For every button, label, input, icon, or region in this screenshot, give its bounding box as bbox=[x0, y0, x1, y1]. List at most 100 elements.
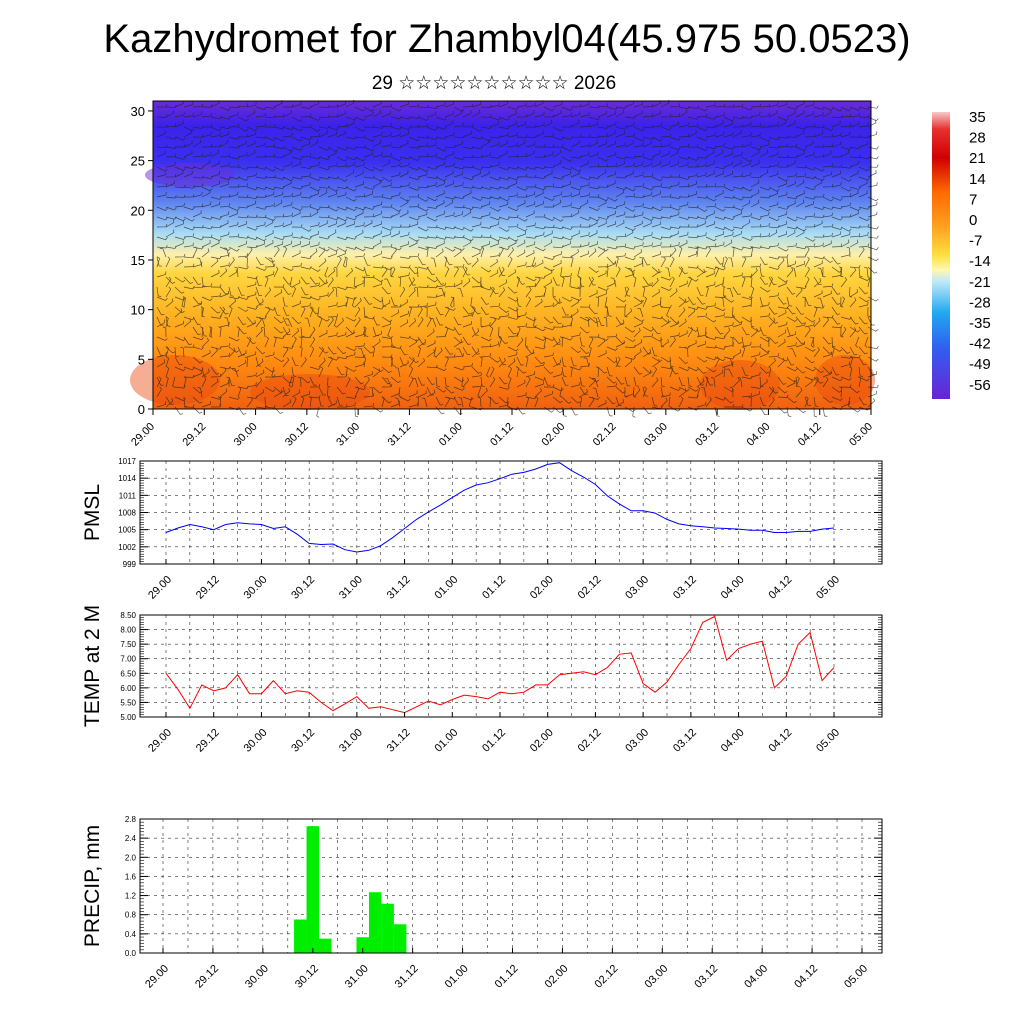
wind-barb bbox=[415, 396, 420, 408]
x-tick-label: 30.00 bbox=[243, 963, 271, 991]
wind-barb bbox=[543, 390, 553, 398]
wind-barb bbox=[246, 336, 256, 345]
wind-barb bbox=[381, 110, 391, 118]
x-tick-label: 29.00 bbox=[143, 963, 171, 991]
wind-barb bbox=[570, 296, 582, 301]
wind-barb bbox=[597, 156, 609, 162]
x-tick-label: 04.00 bbox=[719, 727, 747, 755]
wind-barb bbox=[642, 369, 652, 378]
wind-barb bbox=[300, 226, 312, 232]
wind-barb bbox=[489, 252, 500, 258]
wind-barb bbox=[444, 246, 456, 252]
wind-barb bbox=[226, 376, 230, 388]
wind-barb bbox=[660, 392, 671, 398]
wind-barb bbox=[777, 221, 787, 228]
wind-barb bbox=[237, 326, 247, 335]
wind-barb bbox=[507, 110, 517, 118]
wind-barb bbox=[759, 186, 771, 191]
wind-barb bbox=[687, 376, 693, 387]
wind-barb bbox=[552, 336, 561, 345]
wind-barb bbox=[345, 296, 349, 308]
wind-barb bbox=[750, 149, 760, 158]
wind-barb bbox=[471, 372, 482, 378]
wind-barb bbox=[624, 390, 634, 398]
wind-barb bbox=[561, 156, 573, 162]
wind-barb bbox=[273, 266, 279, 278]
wind-barb bbox=[327, 268, 336, 278]
wind-barb bbox=[309, 276, 319, 285]
wind-barb bbox=[606, 162, 617, 168]
wind-barb bbox=[723, 186, 735, 192]
wind-barb bbox=[714, 206, 726, 212]
wind-barb bbox=[462, 130, 472, 138]
wind-barb bbox=[633, 202, 644, 208]
wind-barb bbox=[433, 346, 437, 358]
wind-barb bbox=[588, 346, 592, 358]
wind-barb bbox=[291, 366, 297, 377]
wind-barb bbox=[471, 246, 483, 251]
wind-barb bbox=[660, 160, 670, 168]
wind-barb bbox=[192, 210, 202, 218]
wind-barb bbox=[255, 186, 267, 190]
wind-barb bbox=[453, 211, 464, 218]
wind-barb bbox=[579, 182, 590, 188]
wind-barb bbox=[183, 374, 195, 378]
wind-barb bbox=[768, 366, 772, 378]
wind-barb bbox=[228, 111, 239, 118]
wind-barb bbox=[299, 346, 303, 358]
wind-barb bbox=[849, 316, 859, 325]
wind-barb bbox=[543, 336, 555, 342]
wind-barb bbox=[255, 166, 267, 170]
wind-barb bbox=[408, 156, 420, 161]
wind-barb bbox=[327, 126, 339, 131]
wind-barb bbox=[559, 386, 563, 398]
wind-barb bbox=[462, 209, 472, 218]
wind-barb bbox=[525, 124, 537, 128]
wind-barb bbox=[597, 316, 605, 326]
wind-barb bbox=[444, 396, 456, 400]
wind-barb bbox=[633, 126, 645, 132]
y-tick-label: 8.50 bbox=[120, 611, 136, 620]
wind-barb bbox=[453, 140, 463, 148]
wind-barb bbox=[777, 116, 789, 121]
wind-barb bbox=[858, 176, 870, 181]
wind-barb bbox=[593, 317, 599, 328]
wind-barb bbox=[237, 205, 249, 209]
wind-barb bbox=[786, 134, 798, 138]
wind-barb bbox=[615, 186, 627, 191]
wind-barb bbox=[309, 190, 319, 198]
wind-barb bbox=[637, 307, 644, 318]
wind-barb bbox=[577, 286, 581, 298]
y-tick-label: 2.4 bbox=[125, 834, 137, 843]
wind-barb bbox=[822, 290, 832, 298]
wind-barb bbox=[795, 316, 805, 325]
wind-barb bbox=[389, 356, 393, 368]
wind-barb bbox=[516, 231, 526, 238]
wind-barb bbox=[399, 310, 409, 318]
wind-barb bbox=[633, 316, 645, 322]
warm-core bbox=[815, 355, 875, 405]
wind-barb bbox=[710, 377, 716, 388]
wind-barb bbox=[651, 251, 661, 258]
wind-barb bbox=[687, 340, 697, 348]
wind-barb bbox=[219, 343, 231, 348]
wind-barb bbox=[696, 206, 708, 212]
wind-barb bbox=[777, 211, 788, 218]
wind-barb bbox=[849, 146, 861, 150]
wind-barb bbox=[395, 367, 401, 378]
colorbar-label: -14 bbox=[969, 253, 991, 270]
x-tick-label: 02.12 bbox=[593, 963, 621, 991]
wind-barb bbox=[741, 276, 746, 288]
wind-barb bbox=[786, 342, 797, 348]
wind-barb bbox=[534, 326, 546, 332]
wind-barb bbox=[318, 204, 330, 209]
wind-barb bbox=[381, 316, 393, 323]
wind-barb bbox=[741, 236, 753, 241]
wind-barb bbox=[244, 356, 248, 368]
wind-barb bbox=[498, 186, 510, 190]
wind-barb bbox=[282, 296, 288, 307]
wind-barb bbox=[489, 286, 499, 295]
wind-barb bbox=[561, 192, 572, 198]
wind-barb bbox=[162, 326, 167, 338]
wind-barb bbox=[327, 302, 338, 308]
